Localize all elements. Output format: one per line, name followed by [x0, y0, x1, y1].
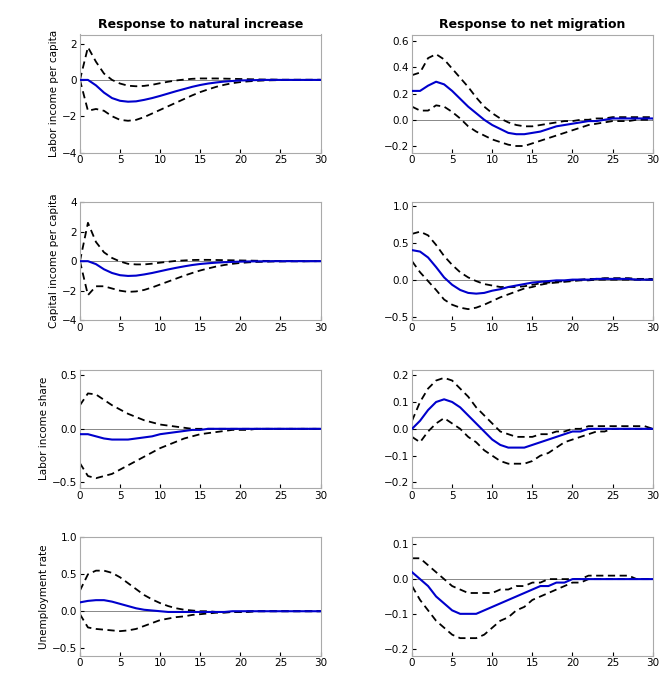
Y-axis label: Unemployment rate: Unemployment rate — [39, 544, 49, 649]
Y-axis label: Labor income per capita: Labor income per capita — [49, 30, 59, 157]
Y-axis label: Capital income per capita: Capital income per capita — [49, 194, 59, 328]
Title: Response to natural increase: Response to natural increase — [97, 17, 303, 30]
Title: Response to net migration: Response to net migration — [439, 17, 625, 30]
Y-axis label: Labor income share: Labor income share — [39, 377, 49, 480]
